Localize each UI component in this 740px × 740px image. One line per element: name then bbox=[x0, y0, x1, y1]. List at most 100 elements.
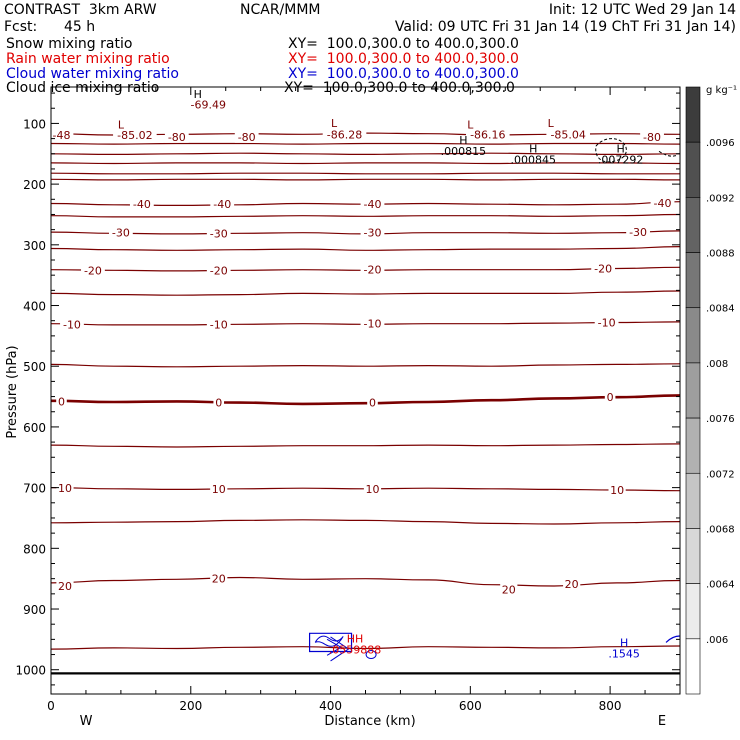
contour-label: 0 bbox=[58, 395, 65, 408]
contour-label-bg bbox=[500, 582, 518, 596]
contour-label-bg bbox=[51, 127, 74, 141]
extremum-value: .000815 bbox=[441, 145, 487, 158]
fcst-value: 45 h bbox=[64, 19, 96, 35]
extremum-letter: L bbox=[467, 118, 474, 131]
contour-label-bg bbox=[56, 578, 74, 592]
contour-label: -85.02 bbox=[117, 129, 152, 142]
colorbar-level-label: .008 bbox=[706, 359, 728, 370]
contour-label: 10 bbox=[610, 484, 624, 497]
y-axis-label: Pressure (hPa) bbox=[5, 345, 20, 438]
contour-label: -20 bbox=[364, 264, 382, 277]
contour-label: -30 bbox=[210, 227, 228, 240]
contour-label: 10 bbox=[58, 482, 72, 495]
temperature-contour bbox=[51, 178, 680, 181]
fcst-label: Fcst: bbox=[4, 19, 38, 35]
colorbar-swatch bbox=[685, 307, 701, 364]
contour-label-bg bbox=[186, 97, 231, 111]
contour-label: -10 bbox=[364, 318, 382, 331]
y-tick-label: 100 bbox=[23, 117, 46, 131]
temperature-contour bbox=[51, 142, 680, 145]
cloud-water-contour bbox=[308, 632, 353, 653]
colorbar-level-label: .0096 bbox=[706, 138, 735, 149]
direction-west: W bbox=[80, 714, 93, 729]
contour-label: 20 bbox=[565, 578, 579, 591]
colorbar-swatch bbox=[685, 638, 701, 695]
colorbar: .0096 .0092 .0088 .0084 .008 .0076 .0072 .0068.… bbox=[685, 85, 737, 695]
contour-label-bg bbox=[360, 225, 385, 239]
valid-time: Valid: 09 UTC Fri 31 Jan 14 (19 ChT Fri … bbox=[394, 19, 736, 35]
y-tick-label: 500 bbox=[23, 360, 46, 374]
contour-label: -10 bbox=[598, 317, 616, 330]
field-xy-cloud-water: XY= 100.0,300.0 to 400.0,300.0 bbox=[288, 66, 519, 82]
contour-label-bg bbox=[81, 263, 105, 277]
cloud-water-contour bbox=[326, 636, 350, 662]
contour-label: -20 bbox=[210, 264, 228, 277]
contour-label: 20 bbox=[58, 580, 72, 593]
x-axis-label: Distance (km) bbox=[324, 714, 415, 729]
temperature-contour bbox=[51, 213, 680, 218]
contour-label: -40 bbox=[654, 197, 672, 210]
extremum-letter: H bbox=[616, 143, 624, 156]
contour-label: 0 bbox=[215, 397, 222, 410]
contour-label: -80 bbox=[238, 131, 256, 144]
colorbar-swatch bbox=[685, 197, 701, 253]
colorbar-swatch bbox=[685, 583, 701, 640]
plot-layer: -48 -85.02 -80 -80 -86.28 -86.16 -85.04 -80 -69.… bbox=[51, 88, 680, 675]
colorbar-swatch bbox=[685, 362, 701, 419]
colorbar-level-label: .006 bbox=[706, 635, 728, 646]
field-name-rain: Rain water mixing ratio bbox=[6, 51, 170, 67]
y-tick-label: 800 bbox=[23, 542, 46, 556]
temperature-contour bbox=[51, 519, 680, 525]
temperature-contour bbox=[51, 576, 680, 587]
init-time: Init: 12 UTC Wed 29 Jan 14 bbox=[548, 2, 736, 18]
colorbar-swatch bbox=[685, 472, 701, 529]
y-tick-label: 900 bbox=[23, 603, 46, 617]
colorbar-level-label: .0076 bbox=[706, 414, 735, 425]
contour-label-bg bbox=[367, 395, 378, 409]
contour-label-bg bbox=[234, 129, 259, 143]
colorbar-swatch bbox=[685, 252, 701, 309]
contour-label-bg bbox=[360, 316, 385, 330]
extremum-value: .007292 bbox=[598, 154, 644, 167]
extremum-value: .1545 bbox=[608, 648, 640, 661]
contour-label: -86.28 bbox=[327, 128, 362, 141]
colorbar-level-label: .0088 bbox=[706, 249, 735, 260]
y-tick-label: 300 bbox=[23, 239, 46, 253]
contour-label-bg bbox=[563, 577, 581, 591]
contour-label-bg bbox=[546, 127, 590, 141]
contour-label: -20 bbox=[84, 264, 102, 277]
temperature-contour bbox=[51, 290, 680, 296]
contour-label: -80 bbox=[643, 131, 661, 144]
extremum-letter: H bbox=[529, 143, 537, 156]
colorbar-level-label: .0092 bbox=[706, 193, 735, 204]
contour-label: 0 bbox=[369, 397, 376, 410]
contour-label: -10 bbox=[210, 318, 228, 331]
y-tick-label: 700 bbox=[23, 482, 46, 496]
contour-label-bg bbox=[206, 263, 231, 277]
temperature-contour bbox=[51, 363, 680, 368]
contour-label-bg bbox=[640, 129, 664, 143]
contour-label: -69.49 bbox=[191, 99, 226, 112]
temperature-contour bbox=[51, 152, 680, 156]
model-title: CONTRAST 3km ARW bbox=[4, 2, 157, 18]
y-tick-label: 200 bbox=[23, 178, 46, 192]
contour-label: -85.04 bbox=[550, 128, 585, 141]
field-name-cloud-ice: Cloud ice mixing ratio bbox=[6, 80, 160, 96]
contour-label-bg bbox=[113, 127, 157, 141]
contour-label: -30 bbox=[112, 227, 130, 240]
contour-label-bg bbox=[60, 317, 84, 331]
x-tick-label: 800 bbox=[599, 699, 622, 713]
contour-label: -80 bbox=[168, 131, 186, 144]
extremum-value: .000845 bbox=[510, 154, 556, 167]
x-tick-label: 400 bbox=[319, 699, 342, 713]
colorbar-swatch bbox=[685, 528, 701, 584]
temperature-contour bbox=[51, 246, 680, 251]
temperature-contour bbox=[51, 443, 680, 448]
extremum-value: .0559888 bbox=[329, 643, 382, 656]
contour-label: 10 bbox=[365, 483, 379, 496]
colorbar-level-label: .0084 bbox=[706, 304, 735, 315]
contour-label-bg bbox=[129, 197, 154, 211]
field-name-cloud-water: Cloud water mixing ratio bbox=[6, 66, 179, 82]
